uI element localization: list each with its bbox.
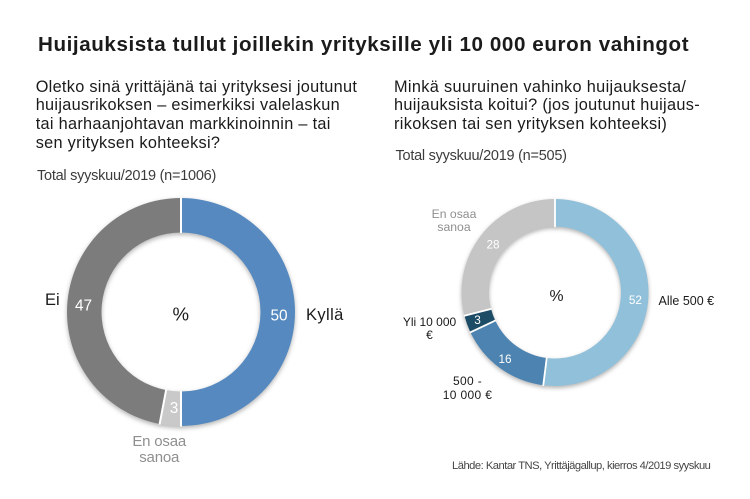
svg-text:3: 3: [170, 400, 179, 417]
svg-text:50: 50: [270, 307, 287, 324]
svg-text:52: 52: [629, 293, 642, 307]
svg-text:28: 28: [486, 237, 500, 251]
svg-text:3: 3: [474, 313, 481, 327]
svg-text:%: %: [549, 288, 563, 305]
svg-text:47: 47: [75, 298, 92, 315]
svg-text:%: %: [173, 304, 190, 325]
svg-text:16: 16: [498, 352, 512, 366]
